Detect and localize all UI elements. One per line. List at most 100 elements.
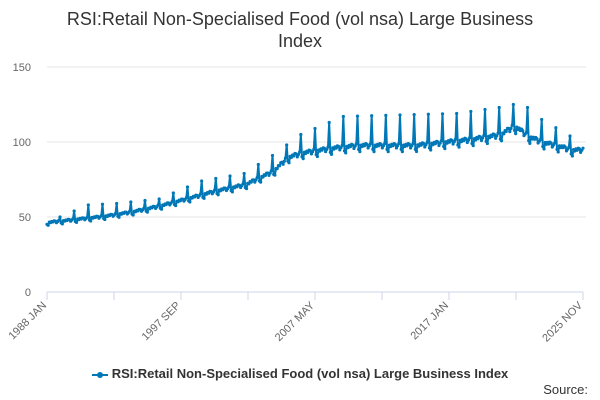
data-point[interactable] — [568, 134, 572, 138]
data-point[interactable] — [365, 142, 369, 146]
data-point[interactable] — [514, 132, 518, 136]
data-point[interactable] — [497, 105, 501, 110]
data-point[interactable] — [502, 132, 506, 136]
data-point[interactable] — [57, 218, 61, 222]
data-point[interactable] — [553, 141, 557, 145]
data-point[interactable] — [100, 202, 105, 206]
data-point[interactable] — [289, 155, 293, 159]
data-point[interactable] — [485, 141, 489, 146]
data-point[interactable] — [46, 223, 50, 227]
data-point[interactable] — [159, 207, 164, 211]
data-point[interactable] — [400, 149, 404, 154]
data-point[interactable] — [295, 155, 299, 159]
data-point[interactable] — [510, 123, 514, 127]
data-point[interactable] — [185, 185, 190, 189]
data-point[interactable] — [351, 143, 355, 147]
data-point[interactable] — [473, 138, 478, 142]
data-point[interactable] — [570, 154, 574, 158]
data-point[interactable] — [115, 201, 119, 206]
data-point[interactable] — [244, 187, 249, 191]
data-point[interactable] — [129, 200, 133, 204]
data-point[interactable] — [269, 169, 273, 173]
data-point[interactable] — [581, 146, 585, 150]
data-point[interactable] — [422, 141, 426, 146]
data-point[interactable] — [270, 153, 275, 158]
data-point[interactable] — [89, 219, 93, 223]
data-point[interactable] — [450, 138, 454, 142]
data-point[interactable] — [131, 213, 135, 217]
data-point[interactable] — [313, 126, 317, 131]
data-point[interactable] — [393, 142, 397, 146]
data-point[interactable] — [368, 141, 373, 146]
data-point[interactable] — [60, 222, 64, 226]
data-point[interactable] — [72, 209, 76, 213]
data-point[interactable] — [301, 157, 305, 161]
data-point[interactable] — [315, 154, 319, 159]
data-point[interactable] — [397, 141, 401, 146]
data-point[interactable] — [85, 215, 89, 219]
data-point[interactable] — [143, 198, 147, 203]
data-point[interactable] — [542, 147, 546, 151]
data-point[interactable] — [436, 140, 440, 144]
data-point[interactable] — [58, 215, 62, 219]
data-point[interactable] — [452, 140, 456, 144]
data-point[interactable] — [540, 117, 544, 122]
data-point[interactable] — [281, 162, 285, 166]
data-point[interactable] — [483, 107, 487, 112]
data-point[interactable] — [329, 152, 334, 156]
data-point[interactable] — [509, 126, 513, 131]
data-point[interactable] — [468, 136, 472, 140]
data-point[interactable] — [541, 144, 545, 149]
data-point[interactable] — [507, 126, 511, 130]
data-point[interactable] — [202, 196, 206, 200]
data-point[interactable] — [528, 141, 532, 145]
data-point[interactable] — [386, 149, 390, 154]
data-point[interactable] — [170, 200, 174, 204]
data-point[interactable] — [355, 114, 360, 118]
data-point[interactable] — [511, 102, 515, 107]
data-point[interactable] — [273, 173, 277, 177]
data-point[interactable] — [527, 138, 531, 143]
data-point[interactable] — [99, 214, 103, 218]
data-point[interactable] — [504, 129, 508, 134]
data-point[interactable] — [525, 105, 530, 110]
data-point[interactable] — [457, 145, 461, 149]
data-point[interactable] — [398, 113, 402, 117]
data-point[interactable] — [524, 131, 528, 135]
data-point[interactable] — [476, 137, 480, 141]
data-point[interactable] — [439, 139, 443, 143]
data-point[interactable] — [577, 147, 582, 151]
data-point[interactable] — [296, 152, 301, 157]
data-point[interactable] — [440, 112, 445, 116]
data-point[interactable] — [340, 143, 344, 147]
data-point[interactable] — [230, 190, 234, 194]
data-point[interactable] — [227, 185, 231, 189]
data-point[interactable] — [157, 197, 161, 201]
data-point[interactable] — [490, 134, 494, 139]
data-point[interactable] — [86, 203, 90, 207]
data-point[interactable] — [200, 179, 204, 183]
data-point[interactable] — [471, 144, 475, 148]
data-point[interactable] — [443, 146, 447, 151]
data-point[interactable] — [466, 138, 471, 142]
data-point[interactable] — [383, 141, 387, 146]
data-point[interactable] — [113, 211, 118, 216]
data-point[interactable] — [341, 114, 345, 119]
data-point[interactable] — [508, 130, 512, 134]
data-point[interactable] — [453, 137, 458, 141]
data-point[interactable] — [492, 133, 497, 137]
data-point[interactable] — [512, 128, 517, 132]
data-point[interactable] — [128, 209, 132, 213]
data-point[interactable] — [326, 145, 330, 149]
data-point[interactable] — [282, 159, 286, 163]
data-point[interactable] — [429, 148, 433, 152]
data-point[interactable] — [142, 206, 146, 210]
data-point[interactable] — [554, 126, 558, 130]
data-point[interactable] — [455, 111, 459, 116]
data-point[interactable] — [277, 164, 282, 168]
data-point[interactable] — [496, 131, 500, 135]
data-point[interactable] — [451, 142, 455, 146]
data-point[interactable] — [499, 139, 504, 143]
data-point[interactable] — [174, 203, 178, 208]
data-point[interactable] — [337, 144, 341, 149]
